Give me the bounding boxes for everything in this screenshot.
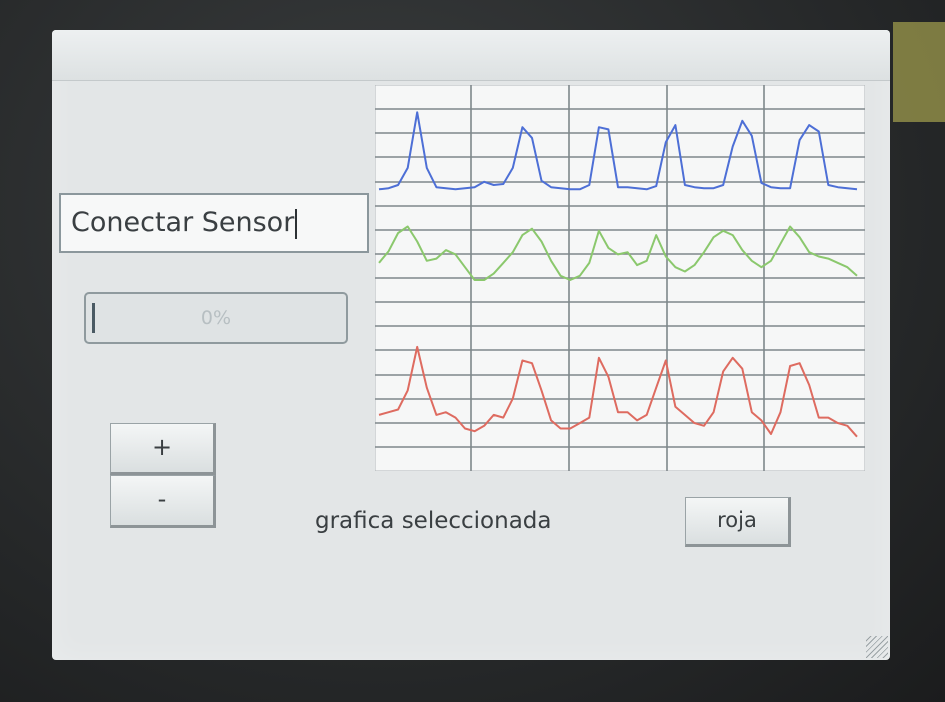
chart-series-line-2 xyxy=(378,225,858,281)
window-titlebar xyxy=(52,30,890,81)
connect-sensor-text: Conectar Sensor xyxy=(71,207,295,238)
selected-graph-label: grafica seleccionada xyxy=(315,508,552,534)
decrease-button[interactable]: - xyxy=(110,475,216,528)
text-caret xyxy=(295,208,298,239)
background-object xyxy=(893,22,945,122)
connect-sensor-input[interactable]: Conectar Sensor xyxy=(59,193,369,253)
progress-label: 0% xyxy=(200,307,232,329)
chart-series-line-3 xyxy=(378,345,858,438)
chart-series-line-1 xyxy=(378,111,858,191)
selected-graph-button[interactable]: roja xyxy=(685,497,791,547)
sensor-chart xyxy=(375,85,865,471)
increase-button[interactable]: + xyxy=(110,423,216,475)
resize-grip[interactable] xyxy=(866,636,888,658)
app-window: Conectar Sensor 0% + - grafica seleccion… xyxy=(52,30,890,660)
progress-fill xyxy=(92,303,95,333)
progress-bar: 0% xyxy=(84,292,348,344)
